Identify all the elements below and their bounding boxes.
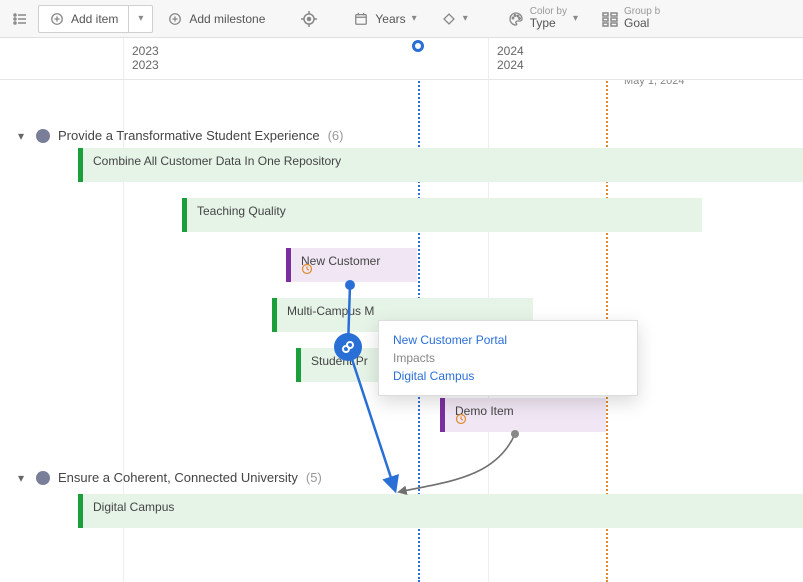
group-by-stack: Group b Goal xyxy=(624,7,660,30)
timeline-header: 20232023 20242024 xyxy=(0,38,803,80)
today-marker xyxy=(412,40,424,52)
target-button[interactable] xyxy=(295,5,323,33)
timeline-bar-digital-campus[interactable]: Digital Campus xyxy=(78,494,803,528)
diamond-icon xyxy=(441,11,457,27)
add-milestone-button[interactable]: Add milestone xyxy=(157,5,275,33)
add-item-button[interactable]: Add item xyxy=(38,5,129,33)
add-item-caret[interactable]: ▾ xyxy=(129,5,153,33)
color-by-button[interactable]: Color by Type ▾ xyxy=(498,5,588,33)
tooltip-target: Digital Campus xyxy=(393,367,623,385)
gridline xyxy=(123,38,124,79)
group-count: (6) xyxy=(328,128,344,143)
chart-area[interactable]: Internal ApprovalMay 1, 2024 ▾ Provide a T… xyxy=(0,80,803,582)
gridline xyxy=(488,38,489,79)
group-dot xyxy=(36,471,50,485)
dependency-tooltip: New Customer PortalImpactsDigital Campus xyxy=(378,320,638,396)
dependency-link-demo-to-digital xyxy=(399,434,515,492)
year-top: 2023 xyxy=(132,44,159,58)
timeline-bar-new-customer[interactable]: New Customer xyxy=(286,248,417,282)
color-by-value: Type xyxy=(530,17,567,30)
group-title: Ensure a Coherent, Connected University xyxy=(58,470,298,485)
group-icon xyxy=(602,11,618,27)
color-by-stack: Color by Type xyxy=(530,7,567,30)
group-by-button[interactable]: Group b Goal xyxy=(592,5,660,33)
timeline-bar-demo-item[interactable]: Demo Item xyxy=(440,398,606,432)
caret-down-icon: ▾ xyxy=(573,13,578,24)
caret-down-icon: ▾ xyxy=(412,13,417,24)
group-dot xyxy=(36,129,50,143)
toolbar: Add item ▾ Add milestone Yea xyxy=(0,0,803,38)
year-bottom: 2023 xyxy=(132,58,159,72)
milestone-label[interactable]: Internal ApprovalMay 1, 2024 xyxy=(624,80,714,89)
year-label: 20232023 xyxy=(132,44,159,73)
group-title: Provide a Transformative Student Experie… xyxy=(58,128,320,143)
timeline-bar-combine-data[interactable]: Combine All Customer Data In One Reposit… xyxy=(78,148,803,182)
timeline-bar-teaching-quality[interactable]: Teaching Quality xyxy=(182,198,702,232)
demo-link-origin-dot[interactable] xyxy=(511,430,519,438)
add-item-label: Add item xyxy=(71,12,118,26)
palette-icon xyxy=(508,11,524,27)
group-by-value: Goal xyxy=(624,17,660,30)
tooltip-relation: Impacts xyxy=(393,349,623,367)
year-bottom: 2024 xyxy=(497,58,524,72)
group-header[interactable]: ▾ Ensure a Coherent, Connected University… xyxy=(0,460,322,495)
bar-label: Digital Campus xyxy=(93,500,174,514)
chevron-down-icon[interactable]: ▾ xyxy=(14,471,28,485)
year-label: 20242024 xyxy=(497,44,524,73)
plus-circle-icon xyxy=(167,11,183,27)
list-view-button[interactable] xyxy=(6,5,34,33)
caret-down-icon: ▾ xyxy=(463,13,468,24)
scale-button[interactable]: Years ▾ xyxy=(343,5,426,33)
group-count: (5) xyxy=(306,470,322,485)
caret-down-icon: ▾ xyxy=(138,13,143,24)
add-milestone-label: Add milestone xyxy=(189,12,265,26)
bar-label: Multi-Campus M xyxy=(287,304,374,318)
bar-label: Teaching Quality xyxy=(197,204,286,218)
add-item-split: Add item ▾ xyxy=(38,5,153,33)
link-drag-handle[interactable] xyxy=(334,333,362,361)
plus-circle-icon xyxy=(49,11,65,27)
list-icon xyxy=(12,11,28,27)
calendar-icon xyxy=(353,11,369,27)
clock-icon xyxy=(301,263,313,278)
link-origin-dot[interactable] xyxy=(345,280,355,290)
target-icon xyxy=(301,11,317,27)
scale-label: Years xyxy=(375,12,405,26)
shape-button[interactable]: ▾ xyxy=(431,5,478,33)
bar-label: Combine All Customer Data In One Reposit… xyxy=(93,154,341,168)
chevron-down-icon[interactable]: ▾ xyxy=(14,129,28,143)
clock-icon xyxy=(455,413,467,428)
year-top: 2024 xyxy=(497,44,524,58)
milestone-date: May 1, 2024 xyxy=(624,80,714,89)
tooltip-source: New Customer Portal xyxy=(393,331,623,349)
